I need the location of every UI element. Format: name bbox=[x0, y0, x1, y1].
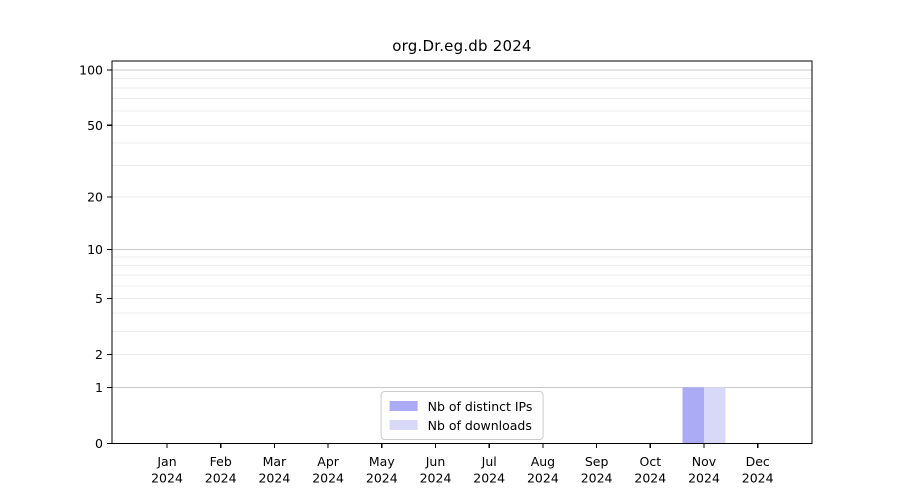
x-tick-label-year: 2024 bbox=[205, 471, 237, 486]
legend-swatch-distinct-ips bbox=[389, 401, 418, 411]
x-tick-label-month: Jun bbox=[425, 454, 446, 469]
legend-swatch-downloads bbox=[389, 420, 418, 430]
bar-downloads bbox=[704, 387, 726, 444]
x-tick-label-year: 2024 bbox=[688, 471, 720, 486]
x-tick-label-month: Sep bbox=[585, 454, 609, 469]
plot-border bbox=[111, 60, 813, 445]
legend-label-downloads: Nb of downloads bbox=[427, 417, 532, 433]
y-tick-label: 10 bbox=[87, 242, 103, 257]
x-tick-label-month: May bbox=[369, 454, 395, 469]
y-tick-label: 50 bbox=[87, 118, 103, 133]
chart-title: org.Dr.eg.db 2024 bbox=[392, 37, 532, 55]
x-tick-label-month: Oct bbox=[639, 454, 661, 469]
x-tick-label-month: Feb bbox=[210, 454, 232, 469]
x-tick-label-year: 2024 bbox=[581, 471, 613, 486]
legend-label-distinct-ips: Nb of distinct IPs bbox=[427, 398, 533, 414]
x-tick-label-year: 2024 bbox=[258, 471, 290, 486]
x-tick-label-year: 2024 bbox=[366, 471, 398, 486]
x-tick-label-year: 2024 bbox=[420, 471, 452, 486]
x-tick-label-month: Jan bbox=[156, 454, 176, 469]
legend: Nb of distinct IPs Nb of downloads bbox=[380, 391, 544, 440]
y-tick-label: 100 bbox=[79, 63, 103, 78]
legend-item-downloads: Nb of downloads bbox=[389, 417, 533, 433]
y-tick-label: 5 bbox=[95, 291, 103, 306]
x-tick-label-year: 2024 bbox=[742, 471, 774, 486]
x-tick-label-month: Aug bbox=[531, 454, 555, 469]
x-tick-label-month: Jul bbox=[481, 454, 497, 469]
y-tick-label: 1 bbox=[95, 380, 103, 395]
x-tick-label-year: 2024 bbox=[473, 471, 505, 486]
x-tick-label-month: Dec bbox=[746, 454, 770, 469]
bar-distinct-ips bbox=[682, 387, 704, 444]
y-tick-label: 20 bbox=[87, 190, 103, 205]
x-tick-label-month: Apr bbox=[317, 454, 339, 469]
x-tick-label-year: 2024 bbox=[151, 471, 183, 486]
y-tick-label: 0 bbox=[95, 436, 103, 451]
x-tick-label-year: 2024 bbox=[634, 471, 666, 486]
x-tick-label-year: 2024 bbox=[527, 471, 559, 486]
y-tick-label: 2 bbox=[95, 347, 103, 362]
x-tick-label-month: Mar bbox=[263, 454, 287, 469]
legend-item-distinct-ips: Nb of distinct IPs bbox=[389, 398, 533, 414]
x-tick-label-month: Nov bbox=[692, 454, 717, 469]
x-tick-label-year: 2024 bbox=[312, 471, 344, 486]
